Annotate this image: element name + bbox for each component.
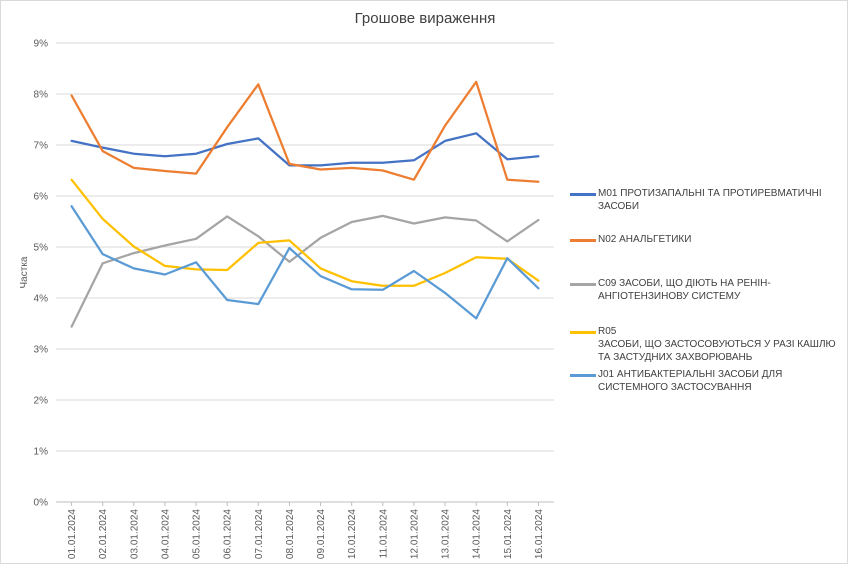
x-tick-label: 16.01.2024 [534,509,545,559]
legend-swatch [570,193,596,196]
legend-swatch [570,239,596,242]
x-tick-label: 11.01.2024 [378,509,389,559]
x-tick-label: 13.01.2024 [441,509,452,559]
legend-label: C09 ЗАСОБИ, ЩО ДІЮТЬ НА РЕНІН-АНГІОТЕНЗИ… [598,278,771,302]
x-tick-label: 08.01.2024 [285,509,296,559]
x-tick-label: 09.01.2024 [316,509,327,559]
x-tick-label: 06.01.2024 [223,509,234,559]
legend-swatch [570,331,596,334]
y-tick-label: 0% [34,498,49,509]
chart-title: Грошове вираження [354,10,496,27]
y-tick-label: 4% [34,294,49,305]
y-tick-label: 7% [34,141,49,152]
series-line [70,178,540,287]
legend-label: J01 АНТИБАКТЕРІАЛЬНІ ЗАСОБИ ДЛЯ СИСТЕМНО… [598,369,783,393]
x-tick-label: 02.01.2024 [98,509,109,559]
y-tick-label: 3% [34,345,49,356]
series-line [70,132,540,167]
legend-label: R05 ЗАСОБИ, ЩО ЗАСТОСОВУЮТЬСЯ У РАЗІ КАШЛ… [598,326,836,363]
series-line [70,205,540,320]
y-tick-label: 5% [34,243,49,254]
y-axis-ticks: 0% 1% 2% 3% 4% 5% 6% 7% 8% 9% [34,39,49,509]
x-tick-label: 07.01.2024 [254,509,265,559]
x-tick-label: 14.01.2024 [472,509,483,559]
series-line [70,80,540,183]
legend-label: N02 АНАЛЬГЕТИКИ [598,234,692,245]
legend-swatch [570,283,596,286]
series-line [70,214,540,328]
y-tick-label: 2% [34,396,49,407]
y-tick-label: 1% [34,447,49,458]
y-tick-label: 9% [34,39,49,50]
x-axis-ticks: 01.01.2024 02.01.2024 03.01.2024 04.01.2024… [67,502,545,559]
x-tick-label: 10.01.2024 [347,509,358,559]
legend-label: M01 ПРОТИЗАПАЛЬНІ ТА ПРОТИРЕВМАТИЧНІ ЗАС… [598,188,822,212]
legend-swatch [570,374,596,377]
x-tick-label: 01.01.2024 [67,509,78,559]
x-tick-label: 05.01.2024 [192,509,203,559]
x-tick-label: 12.01.2024 [409,509,420,559]
x-tick-label: 03.01.2024 [129,509,140,559]
x-tick-label: 04.01.2024 [160,509,171,559]
y-tick-label: 6% [34,192,49,203]
series-lines [70,80,540,328]
x-tick-label: 15.01.2024 [503,509,514,559]
y-axis-label: Частка [19,256,30,288]
gridlines [56,42,554,503]
y-tick-label: 8% [34,90,49,101]
